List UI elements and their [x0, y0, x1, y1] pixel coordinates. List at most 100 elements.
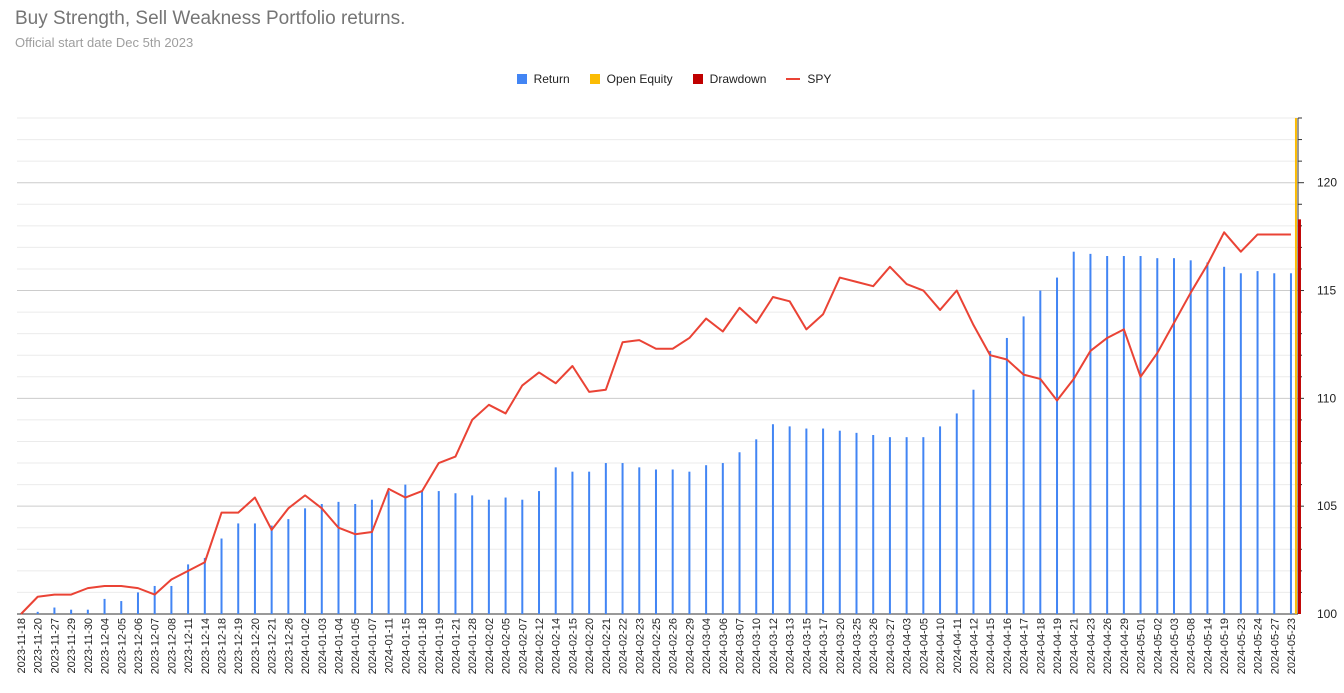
x-tick-label: 2024-05-27: [1269, 618, 1281, 674]
x-tick-label: 2024-04-26: [1102, 618, 1114, 674]
chart-title: Buy Strength, Sell Weakness Portfolio re…: [15, 8, 406, 29]
x-tick-label: 2024-02-15: [567, 618, 579, 674]
bar-return: [654, 469, 657, 614]
bar-return: [805, 428, 808, 614]
bar-return: [354, 504, 357, 614]
x-tick-label: 2023-11-18: [16, 618, 28, 673]
x-tick-label: 2024-01-15: [400, 618, 412, 674]
bar-return: [320, 504, 323, 614]
x-tick-label: 2024-02-21: [601, 618, 613, 674]
bar-return: [1156, 258, 1159, 614]
x-tick-label: 2024-01-07: [367, 618, 379, 674]
x-tick-label: 2024-01-02: [300, 618, 312, 674]
bar-return: [671, 469, 674, 614]
bar-return: [1239, 273, 1242, 614]
bar-return: [203, 557, 206, 614]
x-tick-label: 2024-01-19: [434, 618, 446, 674]
x-tick-label: 2024-02-05: [501, 618, 513, 674]
x-tick-label: 2023-12-06: [133, 618, 145, 674]
x-tick-label: 2023-12-18: [217, 618, 229, 674]
series-line-spy: [20, 231, 1291, 615]
x-tick-label: 2024-05-19: [1219, 618, 1231, 674]
x-tick-label: 2024-05-14: [1202, 618, 1214, 674]
bar-return: [471, 495, 474, 614]
bar-return: [1256, 271, 1259, 614]
legend-swatch-open-equity: [589, 74, 600, 84]
y-tick-label: 120: [1317, 176, 1337, 190]
bar-return: [86, 609, 89, 614]
bar-return: [387, 491, 390, 614]
bar-return: [888, 437, 891, 614]
legend-swatch-drawdown: [692, 74, 703, 84]
x-tick-label: 2024-04-29: [1119, 618, 1131, 674]
x-tick-label: 2024-04-17: [1019, 618, 1031, 674]
bar-return: [504, 497, 507, 614]
x-tick-label: 2024-03-26: [868, 618, 880, 674]
bar-return: [170, 585, 173, 614]
x-tick-label: 2024-05-23: [1236, 618, 1248, 674]
bar-return: [905, 437, 908, 614]
x-tick-label: 2024-03-07: [735, 618, 747, 674]
bar-return: [136, 592, 139, 614]
bar-return: [688, 471, 691, 614]
x-tick-label: 2024-03-04: [701, 618, 713, 674]
bar-return: [1223, 266, 1226, 614]
bar-return: [755, 439, 758, 614]
bar-return: [337, 501, 340, 614]
y-tick-label: 105: [1317, 499, 1337, 513]
bar-return: [1139, 256, 1142, 614]
x-tick-label: 2023-12-05: [116, 618, 128, 674]
bar-return: [370, 499, 373, 614]
y-tick-label: 100: [1317, 607, 1337, 621]
x-tick-label: 2024-02-22: [618, 618, 630, 674]
bar-return: [955, 413, 958, 614]
bar-return: [70, 609, 73, 614]
bar-return: [838, 430, 841, 614]
x-tick-label: 2024-01-28: [467, 618, 479, 674]
x-tick-label: 2023-12-14: [200, 618, 212, 674]
x-tick-label: 2024-04-23: [1085, 618, 1097, 674]
x-tick-label: 2023-11-27: [49, 618, 61, 673]
x-tick-label: 2024-05-02: [1152, 618, 1164, 674]
bar-return: [304, 508, 307, 614]
bar-return: [588, 471, 591, 614]
bar-return: [1172, 258, 1175, 614]
bar-return: [1122, 256, 1125, 614]
x-tick-label: 2024-04-10: [935, 618, 947, 674]
x-tick-label: 2024-04-19: [1052, 618, 1064, 674]
bar-return: [220, 538, 223, 614]
x-tick-label: 2023-12-19: [233, 618, 245, 674]
bar-return: [771, 424, 774, 614]
bar-return: [36, 611, 39, 614]
x-tick-label: 2024-04-18: [1035, 618, 1047, 674]
x-tick-label: 2023-12-20: [250, 618, 262, 674]
legend-label-return: Return: [533, 72, 570, 86]
bar-return: [120, 601, 123, 614]
x-tick-label: 2024-02-07: [517, 618, 529, 674]
x-tick-label: 2024-03-10: [751, 618, 763, 674]
x-tick-label: 2024-02-14: [551, 618, 563, 674]
bar-return: [972, 389, 975, 614]
x-tick-label: 2023-12-11: [183, 618, 195, 673]
x-tick-label: 2023-11-30: [83, 618, 95, 673]
legend-swatch-return: [516, 74, 527, 84]
y-tick-label: 110: [1317, 391, 1336, 405]
bar-return: [287, 519, 290, 614]
bar-return: [1056, 277, 1059, 614]
bar-return: [1206, 262, 1209, 614]
x-tick-label: 2024-04-11: [952, 618, 964, 673]
x-tick-label: 2024-04-15: [985, 618, 997, 674]
bar-return: [153, 585, 156, 614]
legend-item-open-equity: Open Equity: [589, 72, 673, 86]
bar-return: [53, 607, 56, 614]
x-tick-label: 2023-11-29: [66, 618, 78, 673]
bar-return: [1005, 337, 1008, 614]
bar-return: [1189, 260, 1192, 614]
x-tick-label: 2023-11-20: [33, 618, 45, 673]
bar-return: [487, 499, 490, 614]
bar-return: [872, 435, 875, 614]
x-tick-label: 2024-01-18: [417, 618, 429, 674]
legend: Return Open Equity Drawdown SPY: [0, 72, 1344, 86]
chart-subtitle: Official start date Dec 5th 2023: [15, 35, 194, 50]
x-tick-label: 2023-12-21: [267, 618, 279, 674]
